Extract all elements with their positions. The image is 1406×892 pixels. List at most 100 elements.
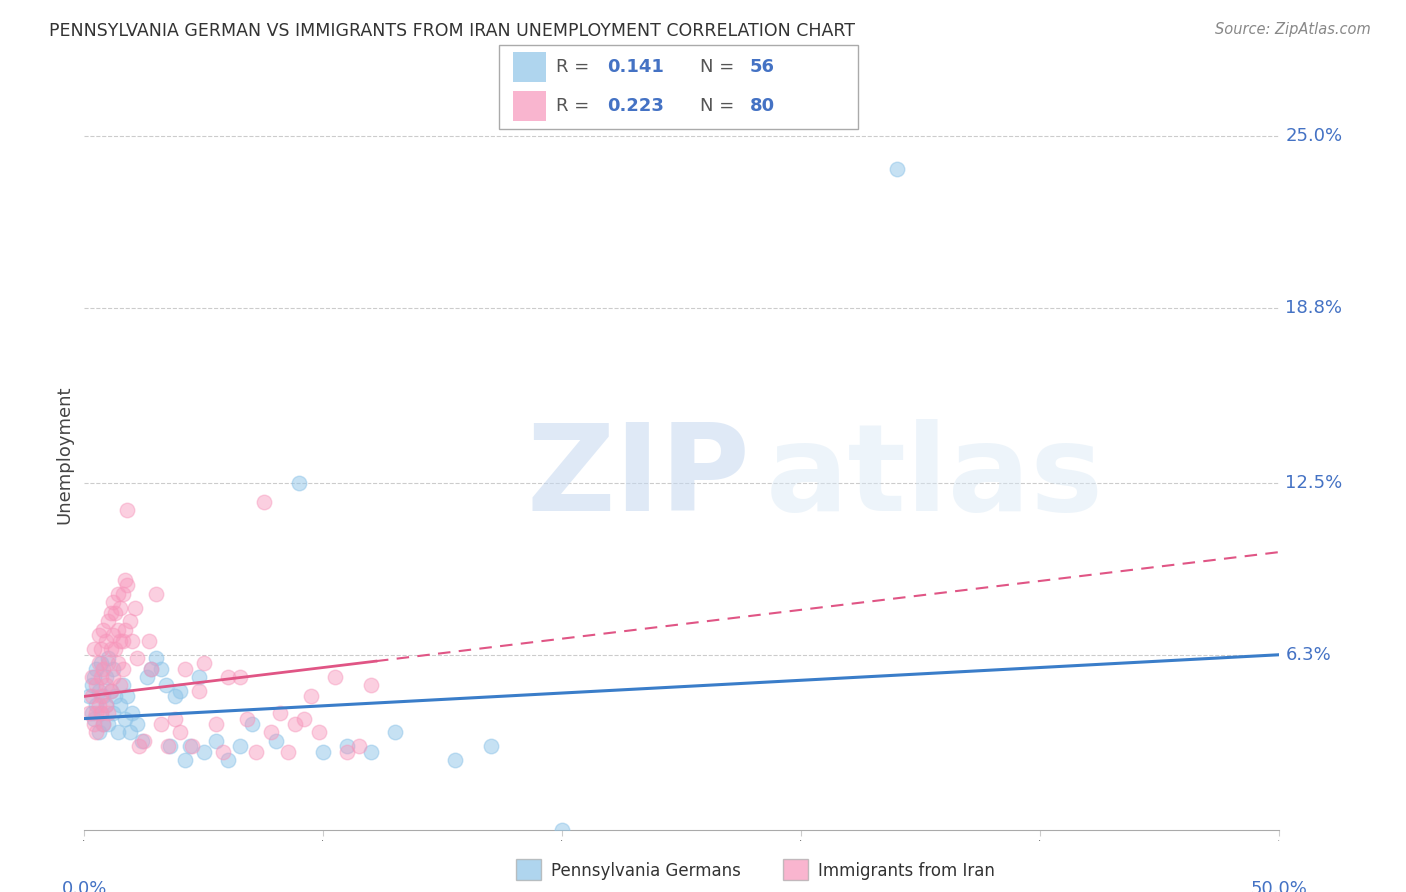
Point — [87, 656, 110, 670]
Point — [90, 706, 112, 720]
Point — [97, 706, 120, 720]
Point — [149, 662, 172, 676]
Point — [284, 717, 307, 731]
Point — [117, 578, 139, 592]
Point — [93, 690, 115, 704]
Text: PENNSYLVANIA GERMAN VS IMMIGRANTS FROM IRAN UNEMPLOYMENT CORRELATION CHART: PENNSYLVANIA GERMAN VS IMMIGRANTS FROM I… — [49, 22, 855, 40]
Point — [110, 678, 132, 692]
Point — [111, 678, 134, 692]
Point — [277, 745, 299, 759]
Point — [94, 633, 117, 648]
Text: 6.3%: 6.3% — [1285, 646, 1331, 664]
Point — [83, 642, 105, 657]
Point — [118, 725, 141, 739]
Point — [384, 725, 406, 739]
Text: 80: 80 — [751, 96, 775, 114]
Point — [114, 623, 136, 637]
Point — [121, 706, 143, 720]
Point — [236, 712, 259, 726]
Point — [245, 745, 267, 759]
Point — [131, 733, 153, 747]
Point — [107, 587, 129, 601]
Point — [97, 717, 120, 731]
Point — [101, 628, 124, 642]
Point — [114, 573, 136, 587]
Text: 18.8%: 18.8% — [1285, 299, 1343, 317]
Point — [149, 717, 172, 731]
Point — [886, 162, 908, 177]
Point — [111, 587, 134, 601]
Point — [100, 683, 122, 698]
Point — [141, 662, 163, 676]
Bar — [513, 53, 546, 82]
Point — [240, 717, 263, 731]
Point — [165, 712, 187, 726]
Point — [179, 739, 201, 754]
Point — [86, 662, 108, 676]
Point — [111, 633, 134, 648]
Point — [93, 717, 115, 731]
Point — [292, 712, 315, 726]
Point — [97, 656, 120, 670]
Point — [360, 678, 382, 692]
Point — [188, 683, 211, 698]
Point — [107, 656, 129, 670]
Point — [169, 683, 191, 698]
Point — [97, 615, 120, 629]
Point — [124, 600, 146, 615]
Point — [301, 690, 323, 704]
Y-axis label: Unemployment: Unemployment — [55, 385, 73, 524]
Point — [217, 670, 239, 684]
Point — [104, 690, 127, 704]
Point — [87, 683, 110, 698]
Point — [86, 698, 108, 712]
Point — [165, 690, 187, 704]
Point — [229, 739, 252, 754]
Point — [110, 698, 132, 712]
Point — [101, 662, 124, 676]
Point — [169, 725, 191, 739]
Point — [107, 725, 129, 739]
Bar — [513, 91, 546, 120]
Point — [100, 642, 122, 657]
Point — [110, 600, 132, 615]
Point — [188, 670, 211, 684]
Point — [479, 739, 502, 754]
Point — [229, 670, 252, 684]
Text: R =: R = — [557, 58, 596, 76]
Point — [551, 822, 574, 837]
Point — [90, 670, 112, 684]
Point — [128, 739, 150, 754]
Text: 12.5%: 12.5% — [1285, 474, 1343, 491]
Point — [159, 739, 181, 754]
Point — [104, 606, 127, 620]
Point — [90, 690, 112, 704]
Point — [83, 717, 105, 731]
Bar — [516, 859, 541, 880]
Text: 0.223: 0.223 — [607, 96, 664, 114]
Point — [157, 739, 180, 754]
Point — [101, 670, 124, 684]
Point — [193, 656, 215, 670]
Text: Source: ZipAtlas.com: Source: ZipAtlas.com — [1215, 22, 1371, 37]
Point — [205, 733, 228, 747]
Point — [173, 753, 195, 767]
Point — [77, 706, 100, 720]
Point — [312, 745, 335, 759]
Point — [121, 633, 143, 648]
Point — [336, 739, 359, 754]
Point — [97, 650, 120, 665]
Point — [87, 698, 110, 712]
Point — [86, 678, 108, 692]
Point — [212, 745, 235, 759]
Point — [94, 670, 117, 684]
Point — [117, 503, 139, 517]
FancyBboxPatch shape — [499, 45, 858, 129]
Point — [138, 633, 160, 648]
Point — [114, 712, 136, 726]
Point — [80, 706, 103, 720]
Point — [336, 745, 359, 759]
Point — [308, 725, 330, 739]
Point — [80, 670, 103, 684]
Point — [155, 678, 177, 692]
